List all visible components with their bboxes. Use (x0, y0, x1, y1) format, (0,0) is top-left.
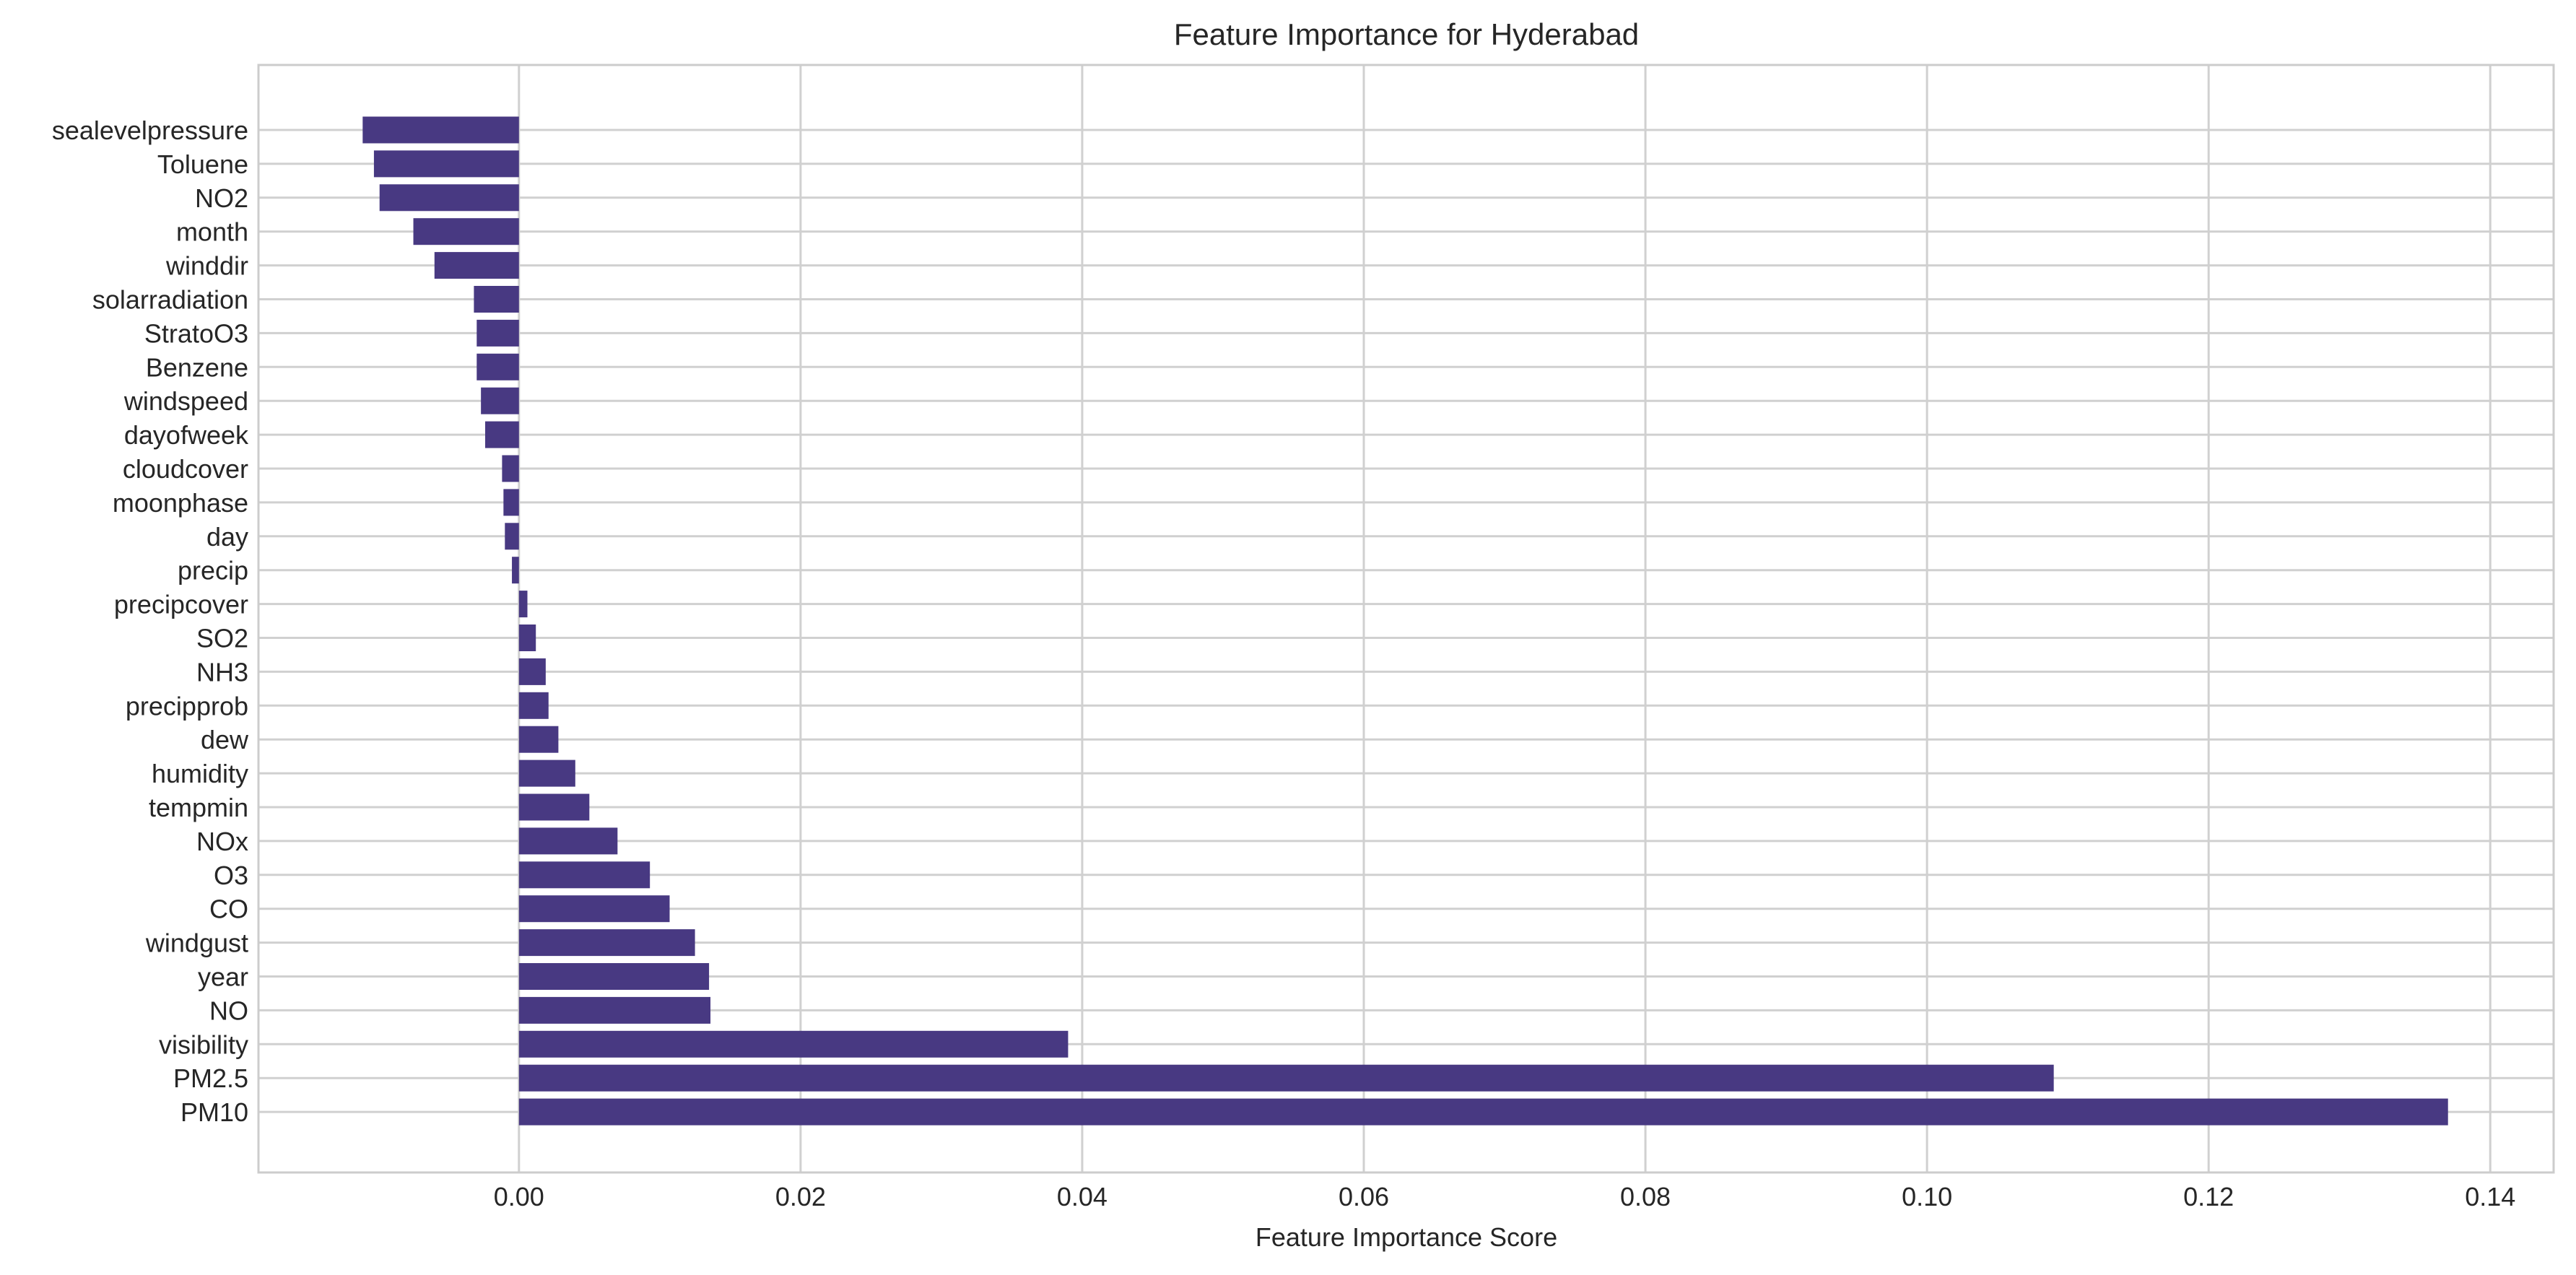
y-tick-label: StratoO3 (144, 318, 248, 348)
bar-no2 (379, 184, 519, 212)
x-axis-label: Feature Importance Score (1256, 1222, 1557, 1252)
y-tick-label: precipcover (114, 590, 248, 619)
bar-year (518, 963, 710, 990)
y-tick-label: precipprob (126, 691, 248, 721)
bar-month (413, 218, 519, 245)
y-tick-label: moonphase (113, 488, 248, 518)
bar-humidity (518, 760, 575, 787)
bar-winddir (434, 252, 519, 279)
bar-no (518, 996, 711, 1024)
bar-so2 (518, 625, 536, 651)
bar-pm10 (518, 1098, 2448, 1126)
bar-precipprob (518, 692, 549, 719)
x-tick-label: 0.14 (2465, 1182, 2515, 1211)
bar-toluene (373, 150, 519, 178)
x-tick-label: 0.02 (775, 1182, 826, 1211)
bar-moonphase (503, 489, 519, 516)
y-tick-label: day (206, 522, 248, 552)
y-tick-label: NO (209, 996, 248, 1025)
x-tick-label: 0.12 (2183, 1182, 2234, 1211)
y-tick-label: tempmin (149, 793, 248, 822)
y-tick-label: year (198, 962, 248, 992)
y-tick-label: Toluene (157, 149, 248, 179)
y-tick-labels: sealevelpressure Toluene NO2 month winddir so… (52, 116, 249, 1127)
bar-tempmin (518, 793, 590, 821)
y-tick-label: windgust (145, 928, 248, 958)
y-tick-label: PM2.5 (173, 1063, 248, 1093)
bar-dew (518, 726, 559, 753)
y-tick-label: visibility (159, 1030, 248, 1059)
x-tick-labels: 0.00 0.02 0.04 0.06 0.08 0.10 0.12 0.14 (494, 1182, 2516, 1211)
y-tick-label: precip (178, 556, 248, 586)
bar-visibility (518, 1030, 1069, 1058)
y-tick-label: cloudcover (123, 454, 248, 484)
y-tick-label: windspeed (123, 386, 248, 416)
y-tick-label: O3 (214, 861, 248, 890)
y-tick-label: PM10 (180, 1097, 248, 1127)
bar-solarradiation (474, 286, 519, 313)
bar-nox (518, 827, 618, 855)
bar-dayofweek (484, 421, 519, 448)
y-tick-label: NH3 (196, 657, 248, 687)
bar-co (518, 895, 670, 923)
bar-precipcover (518, 591, 528, 618)
bar-windspeed (481, 387, 519, 414)
bar-sealevelpressure (362, 116, 519, 144)
bar-benzene (477, 353, 519, 380)
y-tick-label: dew (201, 725, 249, 754)
y-tick-label: winddir (165, 251, 248, 281)
x-tick-label: 0.10 (1902, 1182, 1952, 1211)
y-tick-label: humidity (152, 759, 248, 788)
bar-nh3 (518, 658, 546, 685)
bar-o3 (518, 861, 650, 889)
bar-stratoo3 (477, 319, 519, 347)
bar-cloudcover (502, 455, 519, 482)
y-tick-label: NO2 (195, 183, 248, 213)
bars (362, 116, 2448, 1126)
bar-pm2-5 (518, 1064, 2054, 1092)
y-tick-label: sealevelpressure (52, 116, 248, 145)
plot-frame (257, 64, 2555, 1174)
y-tick-label: CO (209, 895, 248, 924)
bar-windgust (518, 929, 695, 957)
y-tick-label: dayofweek (124, 420, 249, 450)
x-tick-label: 0.04 (1057, 1182, 1108, 1211)
chart-title: Feature Importance for Hyderabad (1174, 17, 1639, 51)
x-tick-label: 0.06 (1339, 1182, 1389, 1211)
y-tick-label: solarradiation (92, 285, 248, 315)
y-tick-label: SO2 (196, 624, 248, 653)
x-tick-label: 0.08 (1620, 1182, 1671, 1211)
x-tick-label: 0.00 (494, 1182, 544, 1211)
y-tick-label: Benzene (146, 352, 248, 382)
y-tick-label: month (176, 217, 248, 247)
y-tick-label: NOx (196, 827, 248, 856)
bar-precip (512, 557, 519, 584)
bar-day (505, 523, 519, 550)
grid-lines (258, 65, 2554, 1172)
